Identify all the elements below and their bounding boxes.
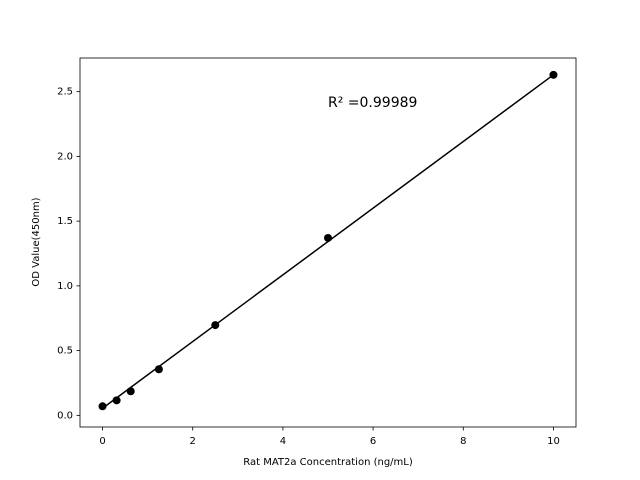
x-tick-label: 6 <box>370 436 376 447</box>
y-tick-label: 0.0 <box>57 410 73 421</box>
x-axis-label: Rat MAT2a Concentration (ng/mL) <box>243 457 413 468</box>
data-point <box>126 387 135 396</box>
x-tick-label: 10 <box>547 436 560 447</box>
annotation: R² =0.99989 <box>328 95 417 111</box>
x-tick-label: 4 <box>280 436 286 447</box>
y-tick-label: 1.5 <box>57 216 73 227</box>
y-axis-label: OD Value(450nm) <box>31 197 42 286</box>
data-point <box>211 321 220 330</box>
y-tick-label: 2.0 <box>57 151 73 162</box>
data-point <box>549 70 558 79</box>
y-tick-label: 1.0 <box>57 281 73 292</box>
data-point <box>154 365 163 374</box>
x-tick-label: 2 <box>190 436 196 447</box>
data-point <box>112 396 121 405</box>
plot-frame <box>79 57 577 428</box>
x-tick-label: 8 <box>460 436 466 447</box>
x-tick-label: 0 <box>99 436 105 447</box>
data-point <box>324 233 332 242</box>
y-tick-label: 2.5 <box>57 87 73 98</box>
y-tick-label: 0.5 <box>57 346 73 357</box>
data-point <box>98 402 107 411</box>
